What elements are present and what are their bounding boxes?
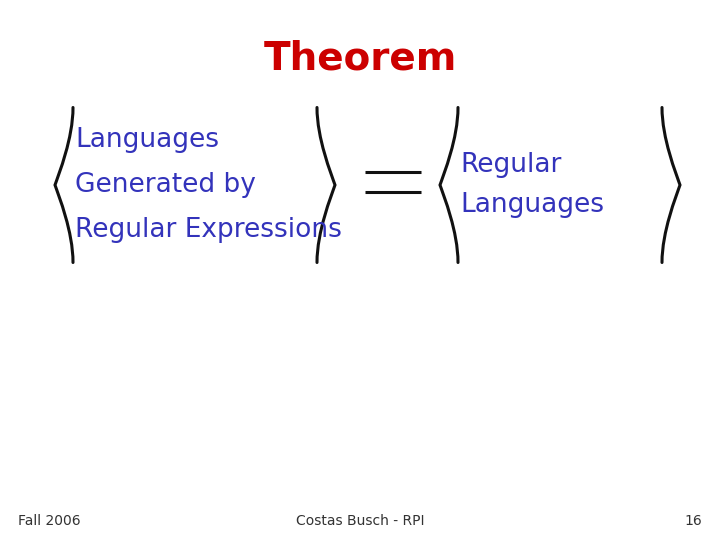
Text: Fall 2006: Fall 2006 (18, 514, 81, 528)
Text: Languages: Languages (460, 192, 604, 218)
Text: Theorem: Theorem (264, 40, 456, 78)
Text: Regular: Regular (460, 152, 562, 178)
Text: 16: 16 (684, 514, 702, 528)
Text: Generated by: Generated by (75, 172, 256, 198)
Text: Costas Busch - RPI: Costas Busch - RPI (296, 514, 424, 528)
Text: Languages: Languages (75, 127, 219, 153)
Text: Regular Expressions: Regular Expressions (75, 217, 342, 243)
